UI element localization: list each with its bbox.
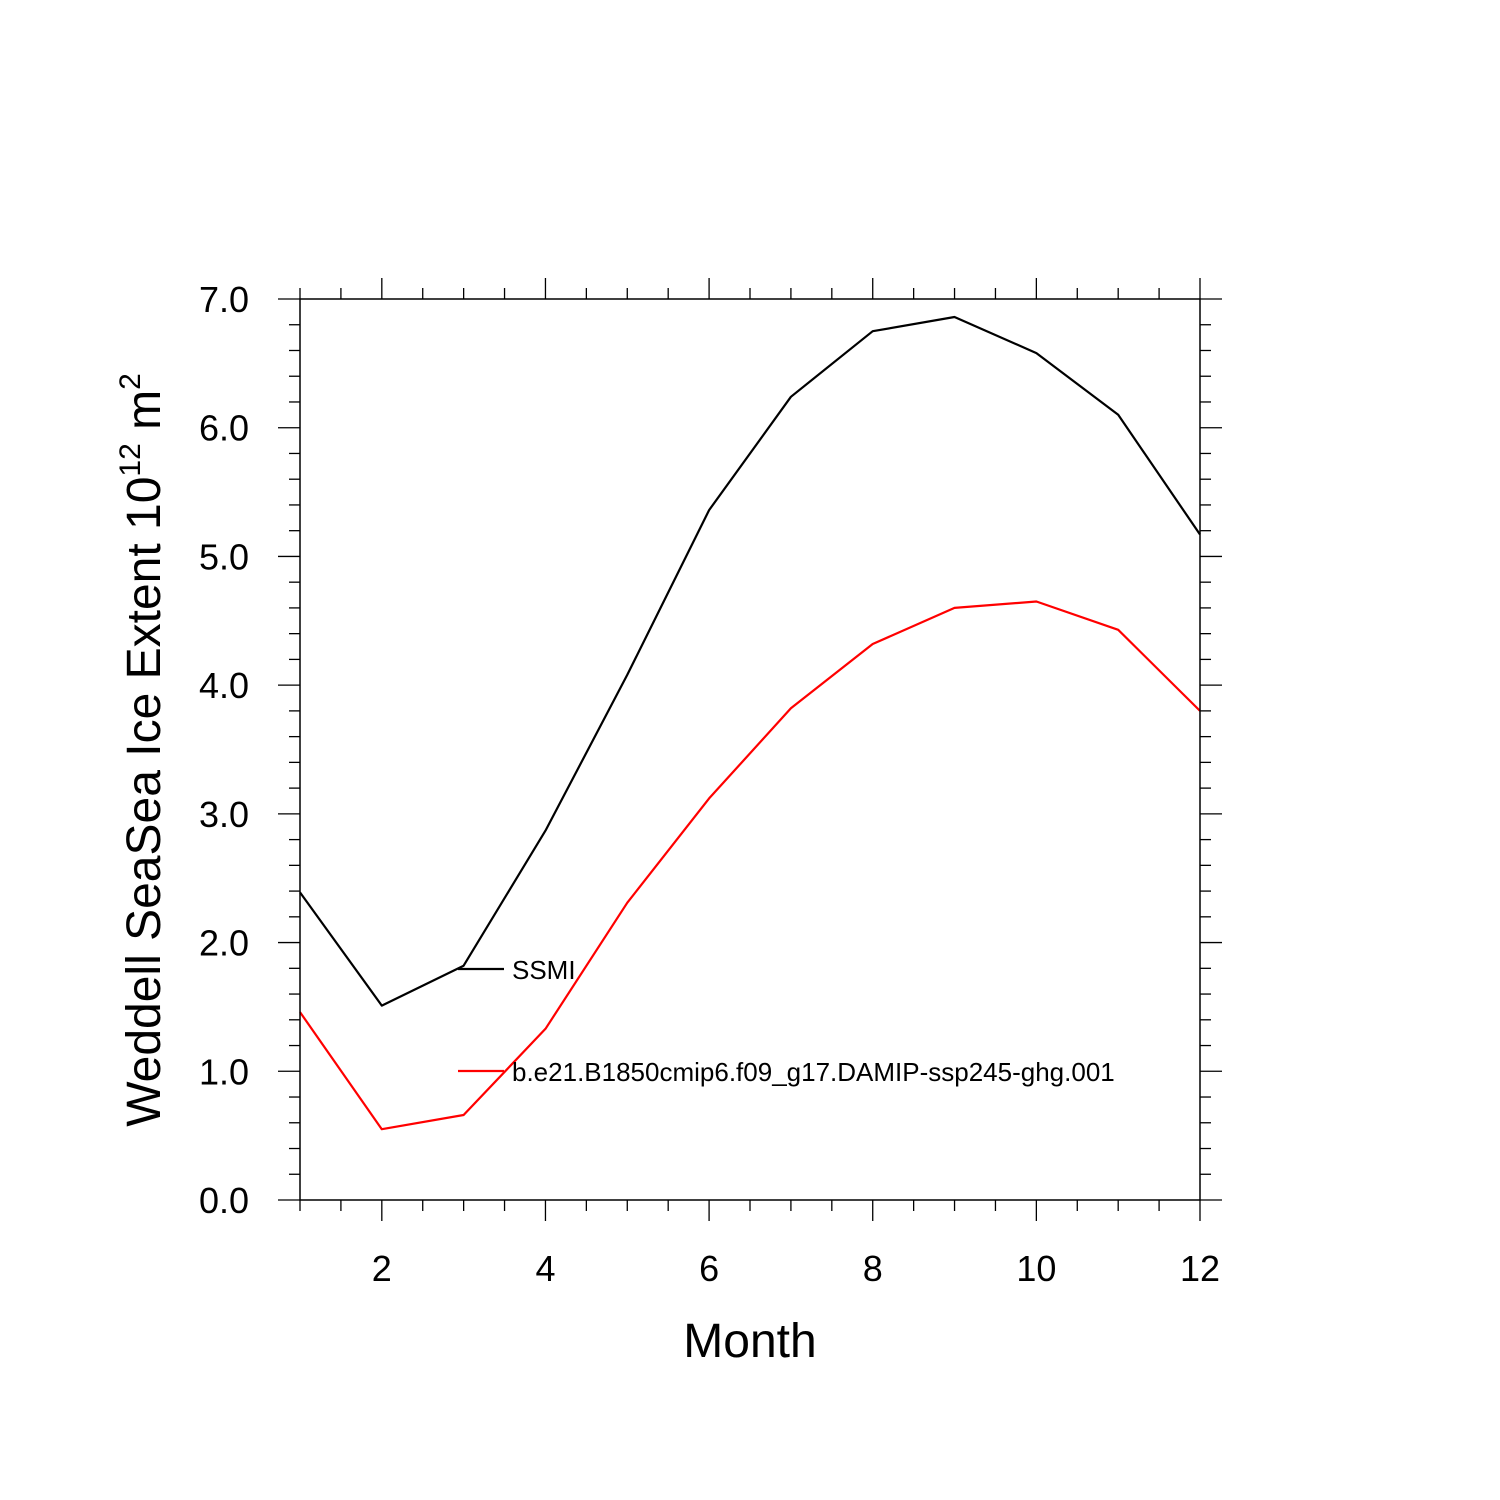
y-tick-label: 6.0	[199, 408, 249, 449]
y-tick-label: 4.0	[199, 665, 249, 706]
y-tick-label: 1.0	[199, 1051, 249, 1092]
x-tick-label: 4	[535, 1248, 555, 1289]
legend-label-2: b.e21.B1850cmip6.f09_g17.DAMIP-ssp245-gh…	[512, 1057, 1115, 1087]
y-axis-title-unit-exponent: 2	[114, 373, 147, 390]
y-axis-title-main: Weddell SeaSea Ice Extent 10	[118, 477, 171, 1127]
series-line-1	[299, 315, 1201, 1007]
x-tick-label: 10	[1016, 1248, 1056, 1289]
y-tick-label: 0.0	[199, 1180, 249, 1221]
x-tick-label: 8	[863, 1248, 883, 1289]
x-tick-label: 12	[1180, 1248, 1220, 1289]
y-axis-title-exponent: 12	[114, 443, 147, 476]
x-tick-label: 6	[699, 1248, 719, 1289]
y-tick-label: 3.0	[199, 794, 249, 835]
legend: SSMI b.e21.B1850cmip6.f09_g17.DAMIP-ssp24…	[458, 955, 1115, 1087]
y-tick-label: 2.0	[199, 923, 249, 964]
x-tick-label: 2	[372, 1248, 392, 1289]
tick-labels-layer: 2 4 6 8 10 12 0.0 1.0 2.0 3.0 4.0 5.0 6.0 7.0	[199, 279, 1220, 1289]
y-axis-title-unit: m	[118, 390, 171, 443]
plot-frame	[299, 298, 1201, 1201]
series-layer	[299, 315, 1201, 1131]
y-tick-label: 7.0	[199, 279, 249, 320]
legend-label-1: SSMI	[512, 955, 576, 985]
y-axis-title: Weddell SeaSea Ice Extent 1012 m2	[114, 373, 171, 1127]
ticks-layer	[278, 278, 1222, 1221]
series-line-2	[299, 600, 1201, 1131]
x-axis-title: Month	[683, 1315, 816, 1368]
y-tick-label: 5.0	[199, 536, 249, 577]
